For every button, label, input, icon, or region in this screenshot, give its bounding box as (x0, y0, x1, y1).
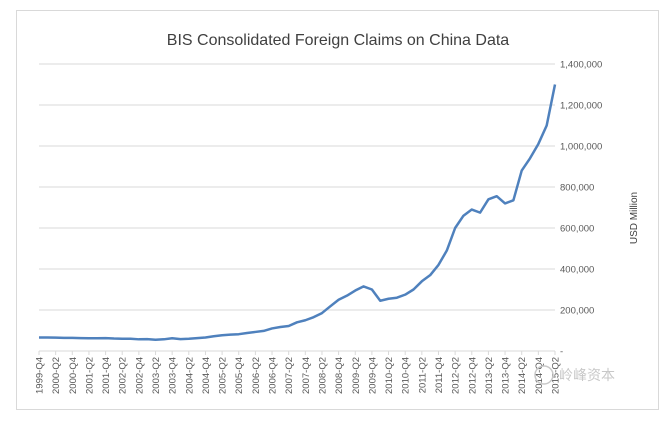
gridlines (39, 63, 555, 352)
x-tick-label: 2015-Q2 (551, 357, 562, 394)
x-tick-label: 2007-Q4 (301, 357, 312, 394)
chart-title: BIS Consolidated Foreign Claims on China… (167, 32, 510, 49)
x-tick-label: 2009-Q4 (367, 357, 378, 394)
y-tick-label: 1,400,000 (560, 60, 602, 71)
x-tick-label: 2012-Q2 (451, 357, 462, 394)
x-tick-label: 2010-Q2 (384, 357, 395, 394)
x-tick-label: 2002-Q4 (134, 357, 145, 394)
x-axis-ticks: 1999-Q4 2000-Q2 2000-Q4 2001-Q2 2001-Q4 2002-… (35, 351, 562, 394)
y-axis-ticks: - 200,000 400,000 600,000 800,000 1,000,000 1,… (560, 60, 602, 358)
y-tick-label: 600,000 (560, 224, 594, 235)
x-tick-label: 2011-Q4 (434, 357, 445, 393)
x-tick-label: 2013-Q2 (484, 357, 495, 394)
x-tick-label: 2010-Q4 (401, 357, 412, 394)
y-tick-label: 1,200,000 (560, 101, 602, 112)
x-tick-label: 2005-Q2 (218, 357, 229, 394)
x-tick-label: 2007-Q2 (284, 357, 295, 394)
y-tick-label: 400,000 (560, 265, 594, 276)
x-tick-label: 2004-Q2 (184, 357, 195, 394)
x-tick-label: 2000-Q2 (51, 357, 62, 394)
x-tick-label: 2001-Q4 (101, 357, 112, 394)
x-tick-label: 2002-Q2 (118, 357, 129, 394)
y-axis-label: USD Million (629, 192, 640, 244)
y-tick-label: - (560, 347, 563, 358)
x-tick-label: 2008-Q4 (334, 357, 345, 394)
x-tick-label: 2009-Q2 (351, 357, 362, 394)
wechat-icon (534, 365, 554, 385)
y-tick-label: 200,000 (560, 306, 594, 317)
x-tick-label: 2008-Q2 (317, 357, 328, 394)
x-tick-label: 2006-Q2 (251, 357, 262, 394)
series-line (39, 84, 557, 341)
watermark-text: 岭峰资本 (559, 368, 615, 384)
series-group (38, 84, 557, 341)
x-tick-label: 2000-Q4 (68, 357, 79, 394)
x-tick-label: 1999-Q4 (35, 357, 46, 394)
x-tick-label: 2011-Q2 (417, 357, 428, 393)
x-tick-label: 2003-Q4 (168, 357, 179, 394)
x-tick-label: 2004-Q4 (201, 357, 212, 394)
watermark: 岭峰资本 (534, 365, 615, 385)
y-tick-label: 800,000 (560, 183, 594, 194)
x-tick-label: 2014-Q4 (534, 357, 545, 394)
y-tick-label: 1,000,000 (560, 142, 602, 153)
x-tick-label: 2005-Q4 (234, 357, 245, 394)
x-tick-label: 2014-Q2 (517, 357, 528, 394)
x-tick-label: 2001-Q2 (84, 357, 95, 394)
x-tick-label: 2013-Q4 (501, 357, 512, 394)
chart-frame: BIS Consolidated Foreign Claims on China… (16, 10, 659, 410)
x-tick-label: 2003-Q2 (151, 357, 162, 394)
x-tick-label: 2012-Q4 (467, 357, 478, 394)
x-tick-label: 2006-Q4 (268, 357, 279, 394)
line-chart: BIS Consolidated Foreign Claims on China… (35, 32, 641, 394)
